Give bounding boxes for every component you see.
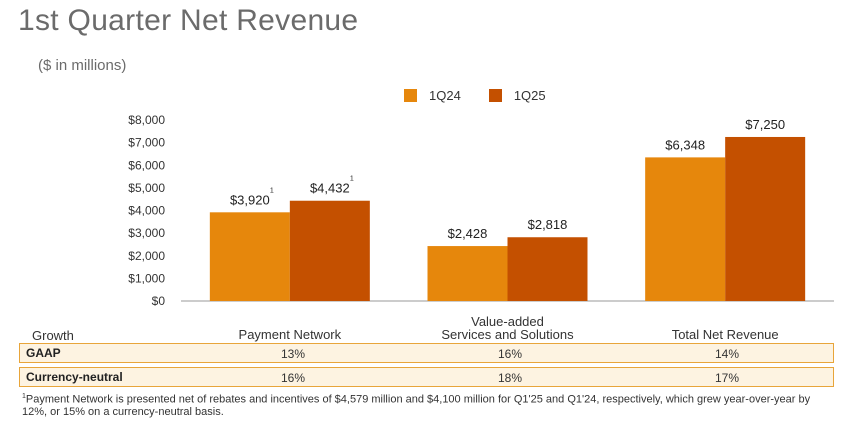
- data-label: $4,432: [310, 181, 350, 196]
- growth-row-label: GAAP: [26, 346, 61, 360]
- y-tick-label: $7,000: [128, 136, 165, 150]
- page-title: 1st Quarter Net Revenue: [18, 4, 359, 37]
- category-label: Services and Solutions: [441, 327, 574, 342]
- y-tick-label: $2,000: [128, 249, 165, 263]
- growth-row-gaap: GAAP 13% 16% 14%: [19, 343, 834, 363]
- bar-1q25-2: [725, 136, 806, 301]
- legend-swatch-1q24: [404, 89, 417, 102]
- legend-label-1q24: 1Q24: [429, 88, 461, 103]
- chart-legend: 1Q24 1Q25: [404, 88, 574, 103]
- growth-cell: 17%: [714, 371, 740, 385]
- y-tick-label: $6,000: [128, 158, 165, 172]
- bar-1q24-1: [427, 246, 508, 301]
- legend-swatch-1q25: [488, 89, 502, 102]
- growth-cell: 16%: [280, 371, 306, 385]
- footnote-marker: 1: [350, 176, 354, 183]
- data-label: $6,348: [665, 137, 705, 152]
- growth-cell: 13%: [280, 347, 306, 361]
- growth-cell: 14%: [714, 347, 740, 361]
- data-label: $2,428: [448, 226, 488, 241]
- category-label: Total Net Revenue: [672, 327, 779, 342]
- bar-1q25-1: [507, 237, 588, 301]
- y-tick-label: $0: [152, 294, 166, 308]
- legend-label-1q25: 1Q25: [513, 88, 546, 103]
- growth-cell: 18%: [497, 371, 523, 385]
- growth-row-currency-neutral: Currency-neutral 16% 18% 17%: [19, 367, 834, 387]
- footnote: 1Payment Network is presented net of reb…: [22, 391, 822, 418]
- bar-1q25-0: [289, 200, 370, 301]
- category-label: Payment Network: [239, 327, 342, 342]
- footnote-marker: 1: [270, 187, 274, 194]
- y-tick-label: $5,000: [128, 181, 165, 195]
- data-label: $7,250: [745, 117, 785, 132]
- growth-header: Growth: [32, 328, 74, 343]
- bar-chart: $0 $1,000 $2,000 $3,000 $4,000 $5,000 $6,000 $7…: [128, 113, 834, 342]
- growth-row-label: Currency-neutral: [26, 370, 123, 384]
- bar-1q24-2: [645, 157, 726, 301]
- y-tick-label: $8,000: [128, 113, 165, 127]
- footnote-text: Payment Network is presented net of reba…: [22, 393, 811, 418]
- bar-1q24-0: [209, 212, 290, 301]
- data-label: $2,818: [528, 217, 568, 232]
- y-tick-label: $3,000: [128, 226, 165, 240]
- category-label: Value-added: [471, 314, 544, 329]
- y-tick-label: $1,000: [128, 271, 165, 285]
- y-tick-label: $4,000: [128, 204, 165, 218]
- legend-item-1q24: 1Q24: [404, 88, 461, 103]
- footnote-marker: 1: [22, 393, 26, 400]
- page-subtitle: ($ in millions): [38, 57, 127, 74]
- data-label: $3,920: [230, 192, 270, 207]
- growth-cell: 16%: [497, 347, 523, 361]
- legend-item-1q25: 1Q25: [488, 88, 546, 103]
